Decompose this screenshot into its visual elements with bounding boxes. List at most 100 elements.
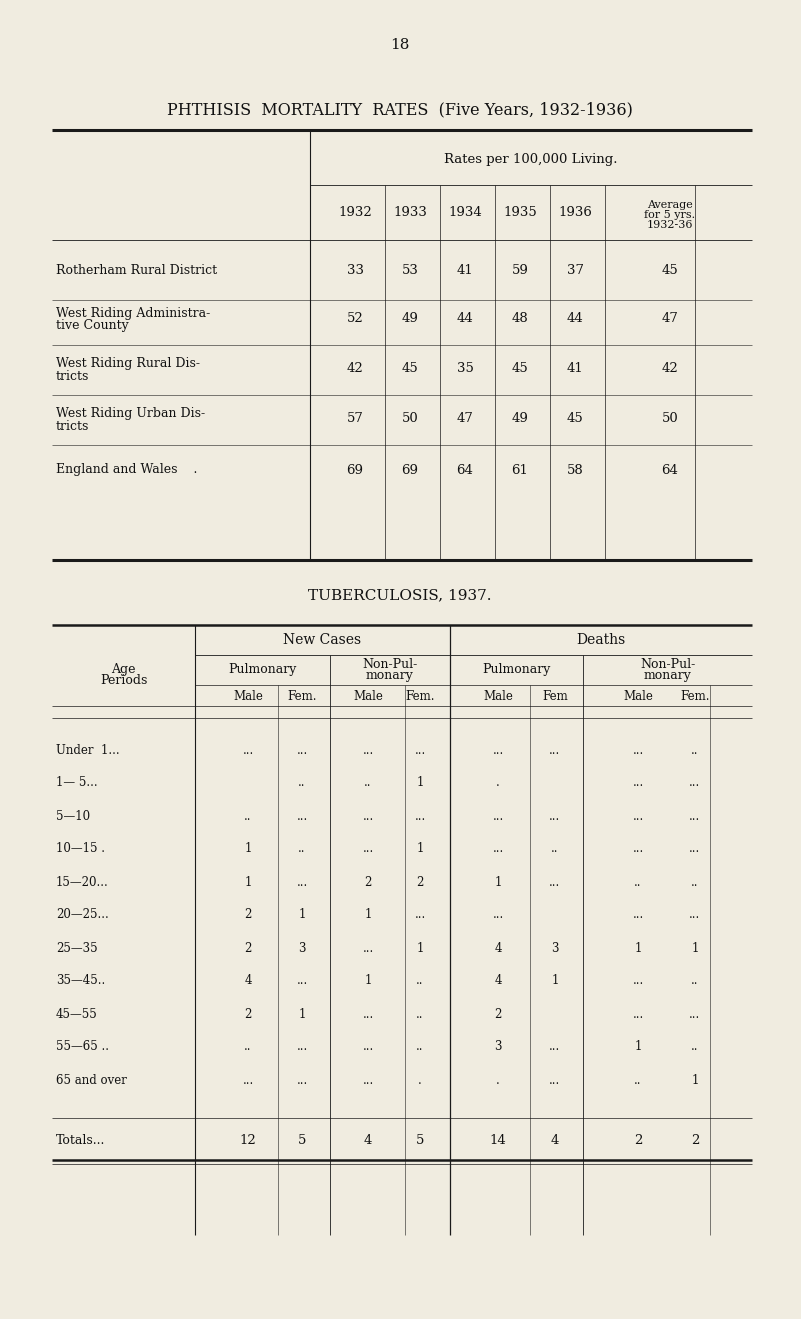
Text: ...: ... [296, 810, 308, 823]
Text: West Riding Rural Dis-: West Riding Rural Dis- [56, 356, 200, 369]
Text: Rates per 100,000 Living.: Rates per 100,000 Living. [445, 153, 618, 166]
Text: ...: ... [362, 1041, 373, 1054]
Text: ...: ... [296, 876, 308, 889]
Text: Pulmonary: Pulmonary [228, 662, 296, 675]
Text: 50: 50 [662, 412, 678, 425]
Text: 2: 2 [494, 1008, 501, 1021]
Text: West Riding Administra-: West Riding Administra- [56, 306, 210, 319]
Text: Male: Male [483, 690, 513, 703]
Text: 2: 2 [417, 876, 424, 889]
Text: PHTHISIS  MORTALITY  RATES  (Five Years, 1932-1936): PHTHISIS MORTALITY RATES (Five Years, 19… [167, 102, 633, 119]
Text: Fem.: Fem. [405, 690, 435, 703]
Text: 45: 45 [566, 412, 583, 425]
Text: Male: Male [353, 690, 383, 703]
Text: 2: 2 [244, 942, 252, 955]
Text: ..: .. [298, 777, 306, 790]
Text: 69: 69 [401, 463, 418, 476]
Text: ..: .. [691, 1041, 698, 1054]
Text: 64: 64 [662, 463, 678, 476]
Text: Under  1...: Under 1... [56, 744, 119, 757]
Text: 44: 44 [457, 311, 473, 324]
Text: ...: ... [690, 777, 701, 790]
Text: 59: 59 [512, 264, 529, 277]
Text: 20—25...: 20—25... [56, 909, 109, 922]
Text: 41: 41 [566, 361, 583, 375]
Text: ...: ... [690, 1008, 701, 1021]
Text: ...: ... [632, 843, 644, 856]
Text: 2: 2 [244, 1008, 252, 1021]
Text: Average: Average [647, 200, 693, 210]
Text: ..: .. [417, 1041, 424, 1054]
Text: ...: ... [414, 810, 425, 823]
Text: ...: ... [362, 1074, 373, 1087]
Text: ...: ... [632, 777, 644, 790]
Text: 45: 45 [401, 361, 418, 375]
Text: Totals...: Totals... [56, 1133, 106, 1146]
Text: ...: ... [632, 909, 644, 922]
Text: ...: ... [632, 744, 644, 757]
Text: ...: ... [362, 744, 373, 757]
Text: tricts: tricts [56, 369, 90, 383]
Text: 64: 64 [457, 463, 473, 476]
Text: 61: 61 [512, 463, 529, 476]
Text: ...: ... [243, 744, 254, 757]
Text: 49: 49 [401, 311, 418, 324]
Text: ..: .. [634, 1074, 642, 1087]
Text: 55—65 ..: 55—65 .. [56, 1041, 109, 1054]
Text: 42: 42 [662, 361, 678, 375]
Text: ..: .. [417, 1008, 424, 1021]
Text: 53: 53 [401, 264, 418, 277]
Text: 57: 57 [347, 412, 364, 425]
Text: ...: ... [632, 810, 644, 823]
Text: ...: ... [493, 843, 504, 856]
Text: ...: ... [493, 744, 504, 757]
Text: ...: ... [549, 876, 561, 889]
Text: New Cases: New Cases [284, 633, 361, 648]
Text: 5—10: 5—10 [56, 810, 91, 823]
Text: 2: 2 [244, 909, 252, 922]
Text: ...: ... [296, 1041, 308, 1054]
Text: Age: Age [111, 662, 135, 675]
Text: Rotherham Rural District: Rotherham Rural District [56, 264, 217, 277]
Text: 45: 45 [662, 264, 678, 277]
Text: 2: 2 [634, 1133, 642, 1146]
Text: 1— 5...: 1— 5... [56, 777, 98, 790]
Text: 49: 49 [512, 412, 529, 425]
Text: 3: 3 [494, 1041, 501, 1054]
Text: ...: ... [632, 975, 644, 988]
Text: 42: 42 [347, 361, 364, 375]
Text: 1: 1 [298, 909, 306, 922]
Text: 44: 44 [566, 311, 583, 324]
Text: 37: 37 [566, 264, 583, 277]
Text: ...: ... [362, 942, 373, 955]
Text: 5: 5 [416, 1133, 425, 1146]
Text: 50: 50 [401, 412, 418, 425]
Text: ...: ... [362, 1008, 373, 1021]
Text: 3: 3 [551, 942, 559, 955]
Text: Fem.: Fem. [288, 690, 316, 703]
Text: ..: .. [244, 1041, 252, 1054]
Text: 1: 1 [417, 843, 424, 856]
Text: Pulmonary: Pulmonary [482, 662, 551, 675]
Text: 1: 1 [364, 975, 372, 988]
Text: ...: ... [549, 1041, 561, 1054]
Text: ...: ... [296, 1074, 308, 1087]
Text: 25—35: 25—35 [56, 942, 98, 955]
Text: England and Wales    .: England and Wales . [56, 463, 197, 476]
Text: .: . [418, 1074, 422, 1087]
Text: Male: Male [233, 690, 263, 703]
Text: 35: 35 [457, 361, 473, 375]
Text: for 5 yrs.: for 5 yrs. [645, 210, 695, 220]
Text: 69: 69 [347, 463, 364, 476]
Text: 1: 1 [494, 876, 501, 889]
Text: Fem.: Fem. [680, 690, 710, 703]
Text: ...: ... [549, 810, 561, 823]
Text: 4: 4 [551, 1133, 559, 1146]
Text: 47: 47 [662, 311, 678, 324]
Text: 1932-36: 1932-36 [646, 220, 693, 230]
Text: 1: 1 [634, 1041, 642, 1054]
Text: 15—20...: 15—20... [56, 876, 109, 889]
Text: Male: Male [623, 690, 653, 703]
Text: Deaths: Deaths [577, 633, 626, 648]
Text: ...: ... [243, 1074, 254, 1087]
